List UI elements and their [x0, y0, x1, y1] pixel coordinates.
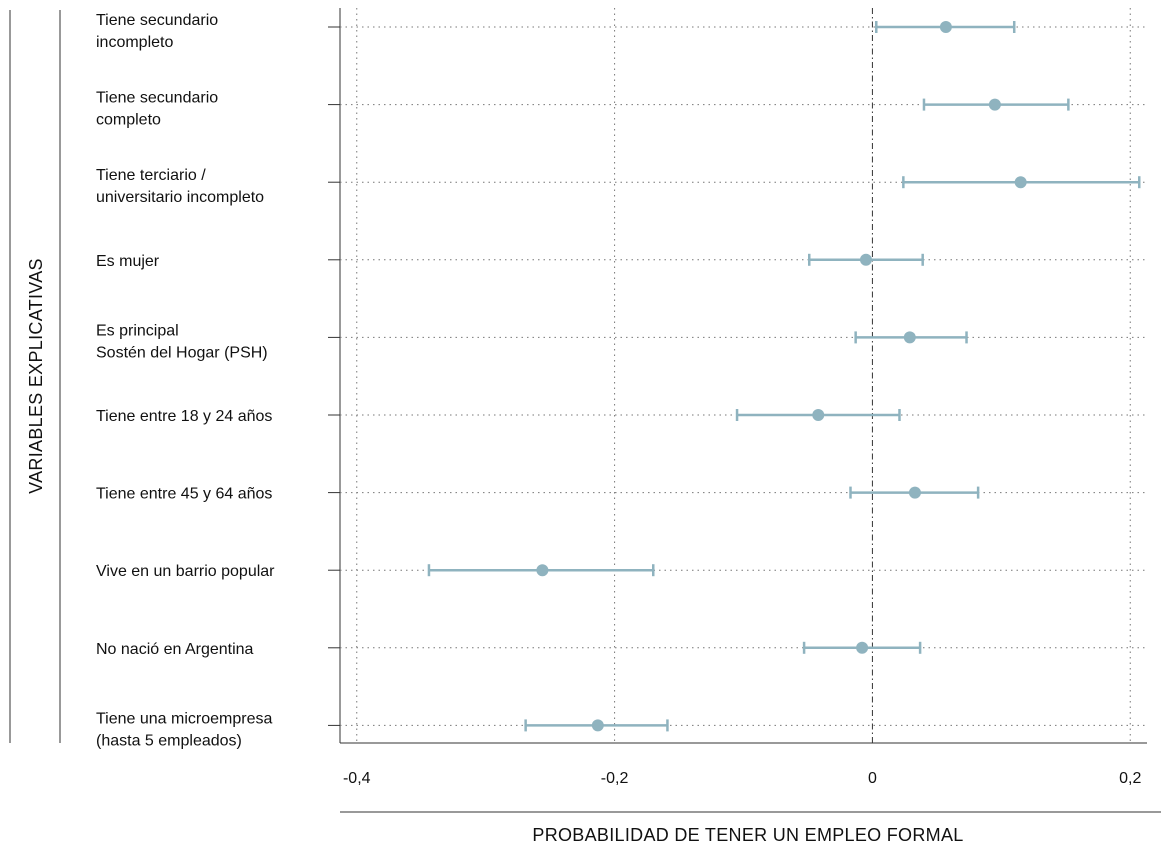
variable-label-line: completo [96, 112, 161, 129]
variable-label-line: Es principal [96, 322, 179, 339]
x-tick-labels: -0,4 -0,2 0 0,2 [343, 770, 1141, 787]
x-tick-label: -0,2 [601, 770, 629, 787]
variable-label-line: Tiene una microempresa [96, 710, 272, 727]
variable-label-line: Tiene secundario [96, 12, 218, 29]
point-estimate [988, 98, 1001, 111]
variable-label-line: Es mujer [96, 253, 160, 270]
point-estimate [903, 331, 916, 344]
variable-label-line: No nació en Argentina [96, 641, 254, 658]
variable-label-line: Tiene entre 18 y 24 años [96, 408, 272, 425]
variable-label: Es principal Sostén del Hogar (PSH) [96, 322, 268, 361]
coefficient-row-1 [922, 98, 1070, 111]
coefficient-row-8 [802, 641, 922, 654]
variable-label-line: universitario incompleto [96, 189, 264, 206]
variable-label: Tiene secundario incompleto [96, 12, 218, 51]
variable-label: No nació en Argentina [96, 641, 254, 658]
coefficient-row-3 [807, 253, 924, 266]
variable-label: Tiene entre 18 y 24 años [96, 408, 272, 425]
point-estimate [536, 564, 549, 577]
point-estimate [856, 641, 869, 654]
variable-label-line: Vive en un barrio popular [96, 563, 275, 580]
variable-label: Tiene una microempresa (hasta 5 empleados… [96, 710, 272, 749]
point-estimate [1014, 176, 1027, 189]
x-axis-title: PROBABILIDAD DE TENER UN EMPLEO FORMAL [532, 825, 963, 845]
variable-label-line: Tiene entre 45 y 64 años [96, 486, 272, 503]
variable-label: Tiene secundario completo [96, 90, 218, 129]
error-bars [427, 21, 1141, 732]
variable-label-line: (hasta 5 empleados) [96, 732, 242, 749]
variable-label-line: Tiene secundario [96, 90, 218, 107]
grid-lines [328, 8, 1147, 743]
variable-label: Vive en un barrio popular [96, 563, 275, 580]
coefficient-row-9 [524, 719, 669, 732]
x-tick-label: 0,2 [1119, 770, 1141, 787]
variable-label: Tiene entre 45 y 64 años [96, 486, 272, 503]
point-estimate [591, 719, 604, 732]
variable-label: Es mujer [96, 253, 160, 270]
coefficient-row-0 [875, 21, 1016, 33]
coefficient-row-4 [854, 331, 968, 344]
point-estimate [859, 253, 872, 266]
coefficient-row-7 [427, 564, 655, 577]
y-axis-title: VARIABLES EXPLICATIVAS [26, 258, 46, 494]
variable-label-line: Sostén del Hogar (PSH) [96, 344, 268, 361]
variable-label-line: Tiene terciario / [96, 167, 206, 184]
x-tick-label: -0,4 [343, 770, 371, 787]
point-estimate [812, 409, 825, 421]
plot-frame [9, 8, 1161, 813]
variable-label-line: incompleto [96, 34, 173, 51]
coefficient-row-5 [735, 409, 901, 421]
point-estimate [908, 486, 921, 499]
coefficient-row-2 [902, 176, 1141, 189]
point-estimate [939, 21, 952, 33]
variable-label: Tiene terciario / universitario incomplet… [96, 167, 264, 206]
x-tick-label: 0 [868, 770, 877, 787]
coefficient-row-6 [849, 486, 980, 499]
